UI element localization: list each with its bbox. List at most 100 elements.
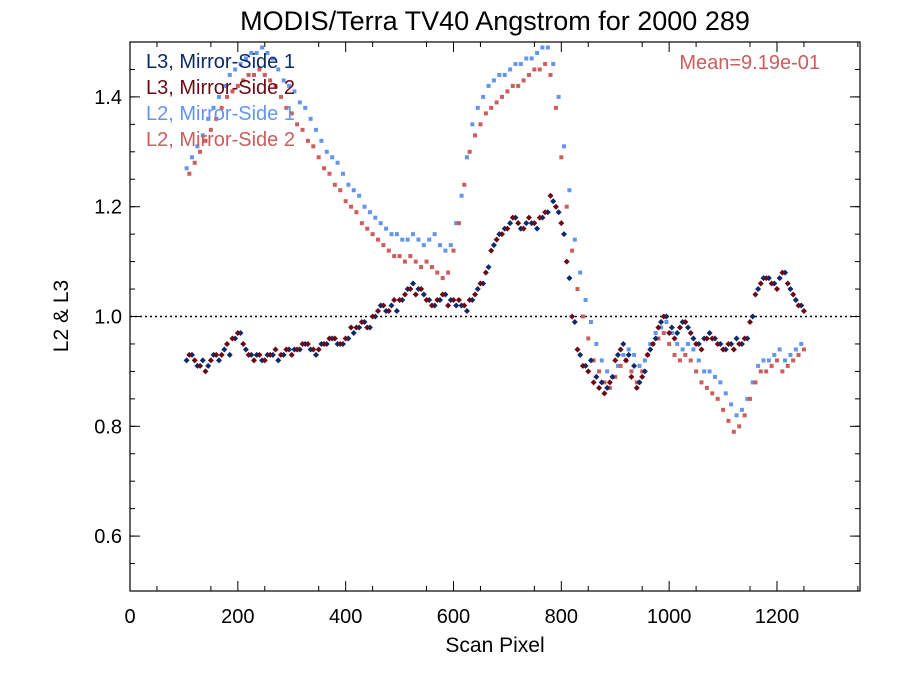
y-tick-label: 0.8 <box>94 416 122 438</box>
data-point <box>621 352 626 357</box>
data-point <box>330 155 335 160</box>
data-point <box>384 226 389 231</box>
data-point <box>380 302 387 309</box>
data-point <box>594 341 599 346</box>
data-point <box>791 358 796 363</box>
data-point <box>375 308 382 315</box>
data-point <box>647 346 654 353</box>
data-point <box>401 291 408 298</box>
data-point <box>750 380 755 385</box>
data-point <box>466 297 473 304</box>
data-point <box>518 61 523 66</box>
data-point <box>284 105 289 110</box>
data-point <box>676 324 683 331</box>
data-point <box>682 318 689 325</box>
data-point <box>310 346 317 353</box>
data-point <box>315 346 322 353</box>
data-point <box>703 335 710 342</box>
data-point <box>509 214 516 221</box>
data-point <box>225 94 230 99</box>
data-point <box>784 280 791 287</box>
data-point <box>618 363 623 368</box>
data-point <box>508 67 513 72</box>
data-point <box>748 396 753 401</box>
data-point <box>736 340 743 347</box>
data-point <box>472 291 479 298</box>
data-point <box>691 347 696 352</box>
data-point <box>578 270 583 275</box>
data-point <box>421 243 426 248</box>
data-point <box>790 291 797 298</box>
data-point <box>276 67 281 72</box>
data-point <box>349 204 354 209</box>
data-point <box>677 358 682 363</box>
data-point <box>459 193 464 198</box>
data-point <box>706 329 713 336</box>
data-point <box>405 237 410 242</box>
data-point <box>277 351 284 358</box>
data-point <box>489 105 494 110</box>
data-point <box>666 329 673 336</box>
data-point <box>712 374 717 379</box>
data-point <box>605 369 610 374</box>
data-point <box>564 204 569 209</box>
data-point <box>245 351 252 358</box>
data-point <box>542 209 549 216</box>
data-point <box>402 259 407 264</box>
data-point <box>586 336 591 341</box>
data-point <box>393 308 400 315</box>
data-point <box>698 346 705 353</box>
data-point <box>764 369 769 374</box>
data-point <box>672 352 677 357</box>
data-point <box>319 138 324 143</box>
data-point <box>614 351 621 358</box>
data-point <box>278 94 283 99</box>
data-point <box>429 265 434 270</box>
data-point <box>569 313 576 320</box>
data-point <box>720 346 727 353</box>
data-point <box>200 133 205 138</box>
data-point <box>721 407 726 412</box>
mean-annotation: Mean=9.19e-01 <box>679 52 820 74</box>
data-point <box>652 335 659 342</box>
data-point <box>661 330 666 335</box>
legend-entry: L2, Mirror-Side 1 <box>146 103 295 125</box>
data-point <box>730 346 737 353</box>
data-point <box>753 380 758 385</box>
data-point <box>346 182 351 187</box>
legend-entry: L3, Mirror-Side 2 <box>146 77 295 99</box>
data-point <box>671 335 678 342</box>
chart-title: MODIS/Terra TV40 Angstrom for 2000 289 <box>240 6 750 36</box>
data-point <box>388 302 395 309</box>
data-point <box>391 297 398 304</box>
data-point <box>373 215 378 220</box>
data-point <box>531 220 538 227</box>
data-point <box>694 369 699 374</box>
data-point <box>381 243 386 248</box>
data-point <box>773 286 780 293</box>
data-point <box>577 351 584 358</box>
data-point <box>481 94 486 99</box>
series-0 <box>183 198 805 391</box>
data-point <box>686 341 691 346</box>
data-point <box>445 302 452 309</box>
data-point <box>354 210 359 215</box>
data-point <box>342 335 349 342</box>
data-point <box>219 105 224 110</box>
data-point <box>340 171 345 176</box>
data-point <box>249 50 254 55</box>
data-point <box>783 358 788 363</box>
data-point <box>733 335 740 342</box>
data-point <box>628 373 635 380</box>
data-point <box>394 232 399 237</box>
y-tick-label: 1.2 <box>94 197 122 219</box>
data-point <box>795 302 802 309</box>
data-point <box>256 351 263 358</box>
data-point <box>183 357 190 364</box>
data-point <box>521 78 526 83</box>
data-point <box>587 357 594 364</box>
data-point <box>785 363 790 368</box>
data-point <box>725 340 732 347</box>
data-point <box>742 413 747 418</box>
data-point <box>408 254 413 259</box>
